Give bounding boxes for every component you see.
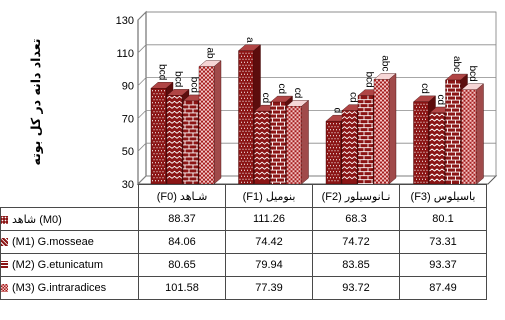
significance-letter: bcd: [189, 77, 200, 93]
legend-entry: (M1) G.mosseae: [0, 230, 139, 254]
bar-texture: [152, 90, 165, 182]
legend-swatch: [1, 261, 8, 269]
table-cell: 87.49: [399, 276, 487, 300]
bar-front-face: [325, 120, 342, 185]
bar-m3-f3: [460, 83, 485, 185]
table-cell: 88.37: [138, 207, 226, 231]
significance-letter: d: [332, 108, 343, 114]
table-cell: 83.85: [312, 253, 400, 277]
category-label: (F0) شـاهد: [138, 184, 226, 208]
table-cell: 73.31: [399, 230, 487, 254]
bar-texture: [461, 89, 477, 184]
gridline: [137, 44, 496, 54]
bar-texture: [374, 79, 389, 184]
legend-label: شاهد (M0): [12, 213, 62, 226]
chart-walls: [136, 10, 498, 186]
bar-side-face: [213, 60, 222, 185]
table-cell: 79.94: [225, 253, 313, 277]
significance-letter: bcd: [157, 64, 168, 80]
significance-letter: bcd: [467, 66, 478, 82]
bar-front-face: [413, 101, 429, 185]
significance-letter: bcd: [364, 72, 375, 88]
table-row: (M2) G.etunicatum 80.65 79.94 83.85 93.3…: [0, 253, 487, 277]
legend-label: (M3) G.intraradices: [12, 282, 107, 294]
bar-texture: [445, 80, 461, 184]
legend-entry: (M3) G.intraradices: [0, 276, 139, 300]
category-label: (F2) نـانوسیلور: [312, 184, 400, 208]
y-tick-label: 90: [122, 81, 134, 93]
significance-letter: ab: [205, 47, 216, 59]
significance-letter: bcd: [173, 71, 184, 87]
significance-letter: abc: [451, 56, 462, 72]
significance-letter: cd: [276, 84, 287, 95]
table-cell: 84.06: [138, 230, 226, 254]
bar-m3-f2: [373, 73, 397, 185]
bar-side-face: [388, 73, 397, 185]
bar-texture: [199, 66, 214, 184]
bar-texture: [429, 113, 445, 182]
y-tick-label: 70: [122, 113, 134, 125]
table-cell: 93.37: [399, 253, 487, 277]
bar-texture: [270, 102, 286, 184]
legend-swatch: [1, 238, 8, 246]
legend-swatch: [1, 284, 8, 292]
table-cell: 111.26: [225, 207, 313, 231]
legend-swatch: [1, 215, 8, 224]
bar-m3-f1: [285, 99, 310, 185]
bar-texture: [166, 95, 183, 179]
significance-letter: cd: [435, 94, 446, 105]
gridline: [137, 11, 496, 21]
significance-letter: cd: [348, 92, 359, 103]
y-tick-label: 130: [116, 15, 134, 27]
category-label: (F3) باسیلوس: [399, 184, 487, 208]
bar-side-face: [301, 99, 309, 185]
legend-entry: (M2) G.etunicatum: [0, 253, 139, 277]
significance-letter: abc: [380, 55, 391, 71]
table-row: شاهد (M0) 88.37 111.26 68.3 80.1: [0, 207, 487, 231]
table-corner: [0, 184, 139, 208]
bars: [150, 44, 485, 185]
bar-texture: [358, 95, 373, 185]
category-label: (F1) بنومیل: [225, 184, 313, 208]
table-cell: 80.65: [138, 253, 226, 277]
bar-texture: [254, 111, 270, 180]
bar-side-face: [476, 83, 484, 185]
side-wall: [137, 10, 147, 186]
table-cell: 77.39: [225, 276, 313, 300]
table-header-row: (F0) شـاهد (F1) بنومیل (F2) نـانوسیلور (…: [0, 184, 487, 208]
table-cell: 74.72: [312, 230, 400, 254]
table-row: (M1) G.mosseae 84.06 74.42 74.72 73.31: [0, 230, 487, 254]
bar-texture: [183, 100, 198, 184]
significance-letter: cd: [260, 93, 271, 104]
legend-label: (M2) G.etunicatum: [12, 259, 104, 271]
legend-entry: شاهد (M0): [0, 207, 139, 231]
table-cell: 68.3: [312, 207, 400, 231]
table-cell: 101.58: [138, 276, 226, 300]
bar-texture: [341, 111, 358, 180]
table-cell: 74.42: [225, 230, 313, 254]
table-row: (M3) G.intraradices 101.58 77.39 93.72 8…: [0, 276, 487, 300]
bar-front-face: [166, 95, 183, 185]
bar-m3-f0: [198, 60, 222, 185]
data-table: (F0) شـاهد (F1) بنومیل (F2) نـانوسیلور (…: [0, 184, 487, 300]
table-cell: 93.72: [312, 276, 400, 300]
significance-letter: cd: [292, 88, 303, 99]
legend-label: (M1) G.mosseae: [12, 236, 94, 248]
y-tick-label: 50: [122, 146, 134, 158]
significance-letter: a: [244, 37, 255, 43]
y-axis-title: تعداد دانه در کل بوته: [28, 39, 43, 166]
bar-texture: [286, 106, 302, 184]
significance-letter: cd: [419, 83, 430, 94]
table-cell: 80.1: [399, 207, 487, 231]
y-tick-label: 110: [116, 48, 134, 60]
